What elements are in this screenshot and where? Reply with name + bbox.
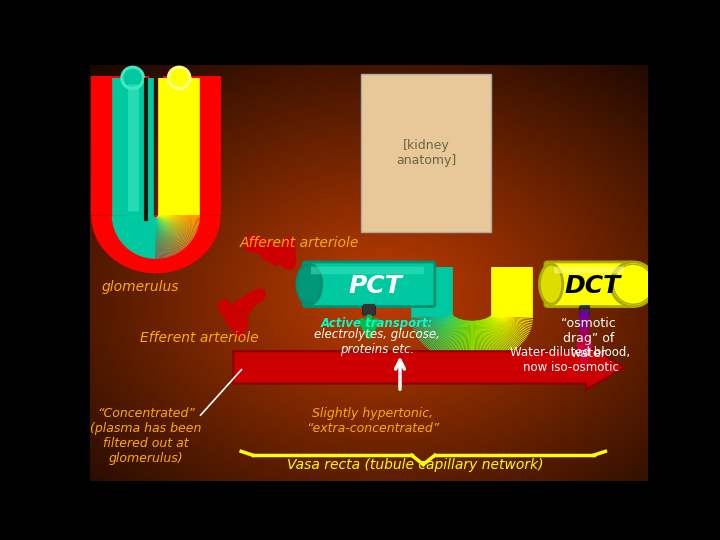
Text: [kidney
anatomy]: [kidney anatomy] (396, 139, 456, 167)
Text: Water-diluted blood,
now iso-osmotic: Water-diluted blood, now iso-osmotic (510, 347, 631, 374)
Text: glomerulus: glomerulus (102, 280, 179, 294)
FancyBboxPatch shape (311, 267, 424, 274)
Text: Afferent arteriole: Afferent arteriole (240, 237, 359, 251)
FancyBboxPatch shape (545, 262, 634, 307)
Circle shape (124, 70, 141, 86)
Circle shape (121, 66, 144, 90)
Text: Active transport:: Active transport: (320, 318, 433, 330)
Circle shape (171, 70, 188, 86)
Circle shape (611, 262, 656, 307)
Text: PCT: PCT (348, 274, 402, 298)
Ellipse shape (297, 264, 322, 304)
FancyBboxPatch shape (361, 74, 492, 232)
Text: Efferent arteriole: Efferent arteriole (140, 331, 259, 345)
FancyBboxPatch shape (303, 262, 435, 307)
Ellipse shape (539, 264, 563, 304)
Circle shape (168, 66, 191, 90)
Text: “Concentrated”
(plasma has been
filtered out at
glomerulus): “Concentrated” (plasma has been filtered… (90, 408, 202, 465)
FancyBboxPatch shape (554, 267, 624, 273)
Text: electrolytes, glucose,
proteins etc.: electrolytes, glucose, proteins etc. (314, 328, 440, 356)
FancyArrow shape (233, 345, 625, 390)
Text: “osmotic
drag” of
water: “osmotic drag” of water (561, 318, 616, 360)
Text: Slightly hypertonic,
“extra-concentrated”: Slightly hypertonic, “extra-concentrated… (306, 408, 439, 435)
Text: Vasa recta (tubule capillary network): Vasa recta (tubule capillary network) (287, 458, 544, 472)
Text: DCT: DCT (564, 274, 620, 298)
Circle shape (613, 264, 654, 304)
